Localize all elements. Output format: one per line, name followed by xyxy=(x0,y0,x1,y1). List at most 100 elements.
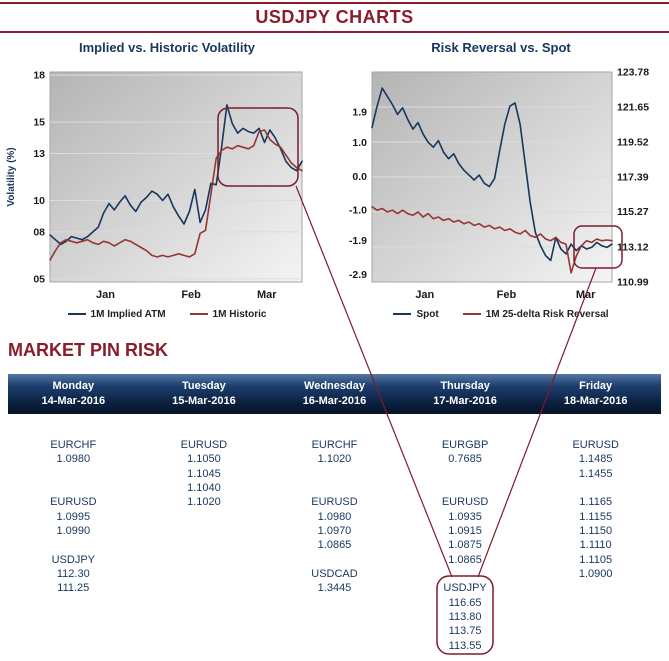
market-pin-risk-heading: MARKET PIN RISK xyxy=(8,340,169,360)
legend-line-swatch xyxy=(189,313,208,315)
pin-price-value: 1.0935 xyxy=(448,510,482,523)
currency-pair-label: USDJPY xyxy=(443,582,487,595)
pin-price-value: 113.75 xyxy=(448,625,482,638)
pin-price-value: 1.1020 xyxy=(317,453,352,466)
y-axis-left-tick-label: 05 xyxy=(33,273,45,285)
spacer xyxy=(530,581,661,595)
spacer xyxy=(269,596,400,610)
spacer xyxy=(269,610,400,624)
volatility-chart-title: Implied vs. Historic Volatility xyxy=(78,40,256,55)
pin-price-value: 1.1050 xyxy=(187,453,221,466)
legend-label: 1M Historic xyxy=(212,308,267,320)
currency-pair-label: USDJPY xyxy=(51,553,95,566)
pin-price-value: 1.0865 xyxy=(448,553,482,566)
spacer xyxy=(530,610,661,624)
legend-item: 1M Implied ATM xyxy=(67,308,166,320)
y-axis-right-tick-label: 115.27 xyxy=(617,206,649,218)
table-header-cell: Friday 18-Mar-2016 xyxy=(530,374,661,414)
spacer xyxy=(269,481,400,495)
pin-price-value: 111.25 xyxy=(57,582,90,595)
y-axis-left-tick-label: -2.9 xyxy=(349,269,367,281)
legend-label: 1M Implied ATM xyxy=(90,308,166,320)
spacer xyxy=(400,481,531,495)
series-line-spot xyxy=(371,87,613,262)
currency-pair-label: EURUSD xyxy=(572,439,619,451)
charts-row: Implied vs. Historic Volatility 18 15 13 10… xyxy=(0,38,669,322)
legend-label: Spot xyxy=(416,308,439,320)
spacer xyxy=(139,624,270,638)
pin-price-value: 1.0900 xyxy=(578,568,613,581)
pin-risk-table-header: Monday 14-Mar-2016 Tuesday 15-Mar-2016 Wedne… xyxy=(8,374,661,414)
day-label: Monday xyxy=(52,380,95,392)
pin-price-value: 1.0995 xyxy=(56,510,91,523)
legend-item: 1M 25-delta Risk Reversal xyxy=(462,308,609,320)
pin-price-value: 1.0865 xyxy=(317,539,352,552)
pin-price-value: 1.0980 xyxy=(317,510,352,523)
date-label: 16-Mar-2016 xyxy=(302,395,367,407)
spacer xyxy=(139,596,270,610)
date-label: 17-Mar-2016 xyxy=(433,395,497,407)
spacer xyxy=(530,481,661,495)
spacer xyxy=(139,524,270,538)
y-axis-right-tick-label: 123.78 xyxy=(617,67,649,79)
pin-price-value: 1.1165 xyxy=(579,496,613,509)
spacer xyxy=(8,481,139,495)
day-label: Thursday xyxy=(440,380,490,392)
y-axis-right-tick-label: 121.65 xyxy=(617,101,649,113)
spacer xyxy=(139,510,270,524)
day-label: Friday xyxy=(579,380,613,392)
currency-pair-label: EURUSD xyxy=(311,496,358,509)
spacer xyxy=(400,567,531,581)
spacer xyxy=(269,624,400,638)
y-axis-left-tick-label: 0.0 xyxy=(352,171,367,183)
legend-item: 1M Historic xyxy=(189,308,267,320)
pin-price-value: 1.0980 xyxy=(56,453,91,466)
y-axis-right-tick-label: 117.39 xyxy=(617,171,649,183)
spacer xyxy=(8,538,139,552)
pin-price-value: 112.30 xyxy=(56,568,90,581)
pin-price-value: 113.55 xyxy=(448,639,482,652)
currency-pair-label: EURGBP xyxy=(441,439,489,451)
y-axis-left-tick-label: 1.9 xyxy=(352,106,367,118)
table-header-cell: Monday 14-Mar-2016 xyxy=(8,374,139,414)
pin-price-value: 1.1105 xyxy=(579,553,613,566)
volatility-chart-block: Implied vs. Historic Volatility 18 15 13 10… xyxy=(0,38,334,322)
date-label: 18-Mar-2016 xyxy=(563,395,628,407)
pin-price-value: 1.3445 xyxy=(317,582,352,595)
implied-vs-historic-volatility-chart: 18 15 13 10 08 05 Jan Feb Mar Volatility (%) xyxy=(6,70,303,301)
spacer xyxy=(8,596,139,610)
spacer xyxy=(530,624,661,638)
pin-price-value: 116.65 xyxy=(448,596,482,609)
y-axis-left-tick-label: 18 xyxy=(33,70,45,82)
risk-reversal-vs-spot-chart: 1.9 1.0 0.0 -1.0 -1.9 -2.9 123.78 121.65 119.52 1… xyxy=(349,67,649,302)
legend-line-swatch xyxy=(393,313,412,315)
spacer xyxy=(269,639,400,653)
spacer xyxy=(269,553,400,567)
spacer xyxy=(400,467,531,481)
title-rule-top xyxy=(0,2,669,4)
pin-price-value: 1.1155 xyxy=(579,510,613,523)
y-axis-title: Volatility (%) xyxy=(6,147,17,206)
y-axis-left-tick-label: 15 xyxy=(33,117,45,129)
legend-label: 1M 25-delta Risk Reversal xyxy=(485,308,609,320)
currency-pair-label: USDCAD xyxy=(311,568,358,581)
pin-price-value: 1.0990 xyxy=(56,525,91,538)
spacer xyxy=(139,567,270,581)
currency-pair-label: EURCHF xyxy=(50,439,97,451)
x-axis-tick-label: Jan xyxy=(415,289,434,301)
pin-price-value: 113.80 xyxy=(448,611,482,624)
pin-risk-table-body: EURCHF 1.0980 EURUSD 1.0995 1.0990 USDJPY 112.… xyxy=(8,438,661,653)
legend-line-swatch xyxy=(462,313,481,315)
currency-pair-label: EURUSD xyxy=(50,496,97,509)
table-column: EURUSD 1.1050 1.1045 1.1040 1.1020 xyxy=(139,438,270,653)
x-axis-tick-label: Jan xyxy=(96,289,115,301)
y-axis-left-tick-label: -1.0 xyxy=(349,205,367,217)
y-axis-left-tick-label: 1.0 xyxy=(352,137,367,149)
y-axis-right-tick-label: 110.99 xyxy=(617,277,649,289)
date-label: 15-Mar-2016 xyxy=(172,395,236,407)
spacer xyxy=(8,467,139,481)
volatility-chart-legend: 1M Implied ATM 1M Historic xyxy=(67,306,267,322)
table-header-cell: Wednesday 16-Mar-2016 xyxy=(269,374,400,414)
plot-area xyxy=(49,71,303,283)
spacer xyxy=(139,581,270,595)
